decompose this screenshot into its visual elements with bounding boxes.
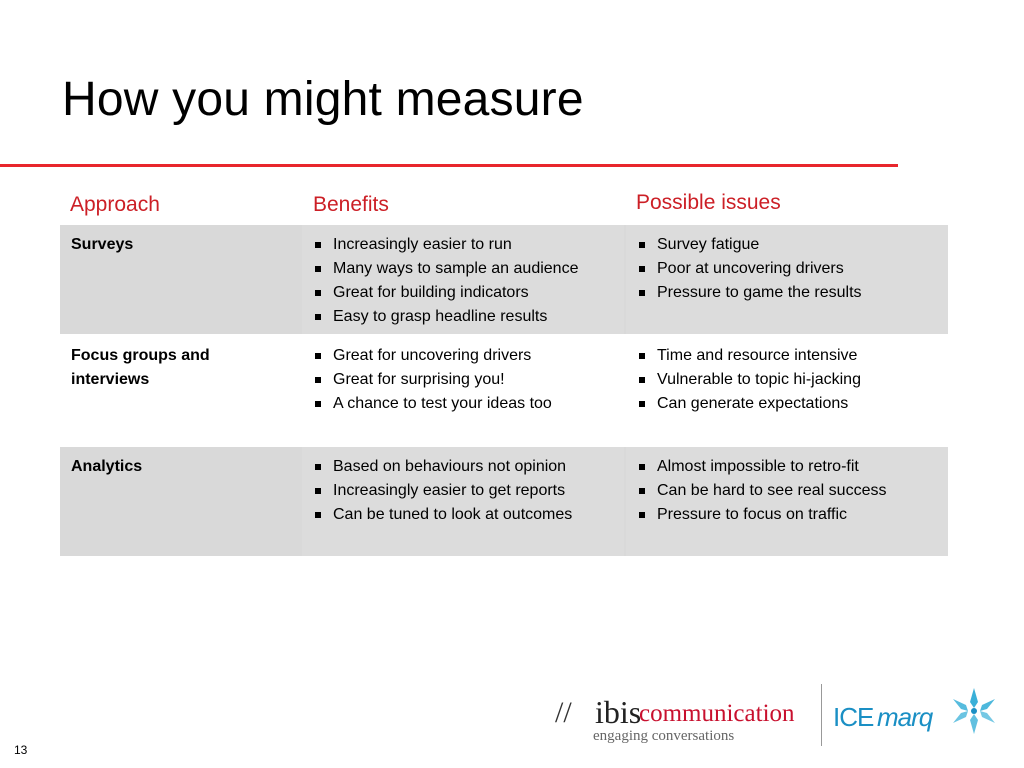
list-item: Based on behaviours not opinion	[313, 455, 572, 479]
ibis-logo-communication: communication	[639, 700, 795, 727]
benefits-list: Great for uncovering drivers Great for s…	[313, 344, 552, 416]
list-item: Increasingly easier to get reports	[313, 479, 572, 503]
approach-cell: Surveys	[60, 225, 300, 334]
issues-list: Survey fatigue Poor at uncovering driver…	[637, 233, 862, 305]
title-divider	[0, 164, 898, 167]
list-item: Can be hard to see real success	[637, 479, 886, 503]
icemarq-logo-ice: ICE	[833, 702, 874, 732]
issues-list: Almost impossible to retro-fit Can be ha…	[637, 455, 886, 527]
benefits-list: Based on behaviours not opinion Increasi…	[313, 455, 572, 527]
approach-cell: Focus groups and interviews	[60, 336, 300, 445]
slide-title: How you might measure	[62, 73, 584, 126]
logo-divider	[821, 684, 822, 746]
ibis-logo-slash: //	[555, 696, 572, 729]
ibis-logo-word: ibis	[595, 694, 642, 730]
header-approach: Approach	[70, 193, 160, 216]
list-item: Vulnerable to topic hi-jacking	[637, 368, 861, 392]
issues-cell: Survey fatigue Poor at uncovering driver…	[626, 225, 948, 334]
issues-cell: Almost impossible to retro-fit Can be ha…	[626, 447, 948, 556]
table-row: Surveys Increasingly easier to run Many …	[60, 225, 948, 334]
benefits-list: Increasingly easier to run Many ways to …	[313, 233, 578, 329]
list-item: Time and resource intensive	[637, 344, 861, 368]
approach-label: Focus groups and interviews	[71, 347, 210, 388]
approach-label: Analytics	[71, 458, 143, 475]
list-item: Almost impossible to retro-fit	[637, 455, 886, 479]
list-item: A chance to test your ideas too	[313, 392, 552, 416]
footer-logos: // ibis communication engaging conversat…	[555, 682, 1005, 752]
issues-cell: Time and resource intensive Vulnerable t…	[626, 336, 948, 445]
benefits-cell: Based on behaviours not opinion Increasi…	[302, 447, 624, 556]
list-item: Pressure to focus on traffic	[637, 503, 886, 527]
list-item: Poor at uncovering drivers	[637, 257, 862, 281]
snowflake-icon	[953, 688, 995, 734]
list-item: Can generate expectations	[637, 392, 861, 416]
benefits-cell: Great for uncovering drivers Great for s…	[302, 336, 624, 445]
list-item: Can be tuned to look at outcomes	[313, 503, 572, 527]
approach-label: Surveys	[71, 236, 134, 253]
header-possible-issues: Possible issues	[636, 191, 781, 214]
list-item: Easy to grasp headline results	[313, 305, 578, 329]
list-item: Increasingly easier to run	[313, 233, 578, 257]
list-item: Survey fatigue	[637, 233, 862, 257]
page-number: 13	[14, 743, 28, 757]
list-item: Pressure to game the results	[637, 281, 862, 305]
approach-cell: Analytics	[60, 447, 300, 556]
list-item: Many ways to sample an audience	[313, 257, 578, 281]
list-item: Great for uncovering drivers	[313, 344, 552, 368]
icemarq-logo-marq: marq	[877, 702, 933, 732]
issues-list: Time and resource intensive Vulnerable t…	[637, 344, 861, 416]
list-item: Great for surprising you!	[313, 368, 552, 392]
header-benefits: Benefits	[313, 193, 389, 216]
ibis-logo-tagline: engaging conversations	[593, 728, 735, 744]
table-row: Focus groups and interviews Great for un…	[60, 336, 948, 445]
table-row: Analytics Based on behaviours not opinio…	[60, 447, 948, 556]
list-item: Great for building indicators	[313, 281, 578, 305]
benefits-cell: Increasingly easier to run Many ways to …	[302, 225, 624, 334]
